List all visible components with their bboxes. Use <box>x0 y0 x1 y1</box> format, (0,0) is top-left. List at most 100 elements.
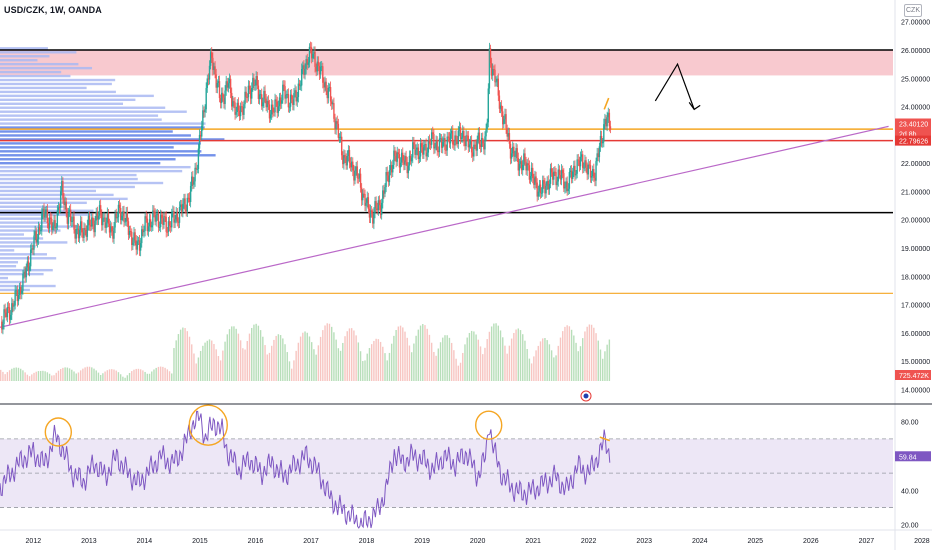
volume-profile-bar <box>0 62 79 66</box>
candle-body <box>516 148 518 159</box>
currency-badge[interactable]: CZK <box>904 4 922 17</box>
level-price-label-bg <box>895 135 931 146</box>
candle-body <box>495 81 497 83</box>
candle-body <box>596 153 598 162</box>
price-tick-label: 27.00000 <box>901 20 930 27</box>
time-tick-label: 2027 <box>859 538 875 545</box>
countdown-label-bg <box>895 128 931 139</box>
time-tick-label: 2019 <box>414 538 430 545</box>
candle-body <box>484 136 486 150</box>
candle-body <box>546 180 548 186</box>
volume-bar <box>62 367 64 381</box>
volume-bar <box>533 356 535 381</box>
volume-bar <box>231 326 233 381</box>
candle-body <box>222 92 224 98</box>
candle-body <box>196 168 198 170</box>
price-tick-label: 24.00000 <box>901 105 930 112</box>
candle-body <box>118 204 121 208</box>
candle-body <box>272 104 274 113</box>
candle-body <box>56 210 59 227</box>
candle-body <box>145 216 147 219</box>
volume-bar <box>233 326 235 381</box>
candle-body <box>123 211 125 222</box>
volume-bar <box>333 332 335 381</box>
time-tick-label: 2023 <box>636 538 652 545</box>
volume-bar <box>515 329 517 381</box>
candle-body <box>548 183 551 190</box>
candle-body <box>392 164 394 173</box>
candle-body <box>165 216 167 232</box>
candle-body <box>354 170 356 181</box>
volume-bar <box>213 343 215 381</box>
candle-body <box>440 138 443 148</box>
volume-bar <box>279 335 282 381</box>
candle-body <box>502 111 504 125</box>
price-tick-label: 17.00000 <box>901 303 930 310</box>
volume-bar <box>275 335 277 381</box>
volume-bar <box>13 367 15 381</box>
volume-bar <box>395 329 397 381</box>
candle-body <box>418 156 421 160</box>
volume-profile-bar <box>0 134 191 137</box>
candle-body <box>493 69 495 70</box>
volume-bar <box>502 337 504 381</box>
candle-body <box>554 171 556 173</box>
volume-bar <box>171 373 173 381</box>
volume-profile-bar <box>0 177 138 181</box>
candle-body <box>286 93 288 95</box>
volume-bar <box>77 372 80 381</box>
candle-body <box>425 144 427 157</box>
candle-body <box>560 169 563 180</box>
candle-body <box>340 136 343 156</box>
volume-bar <box>19 368 22 381</box>
candle-body <box>119 207 122 221</box>
volume-profile-bar <box>0 193 114 197</box>
candle-body <box>443 138 445 143</box>
volume-profile-bar <box>0 169 183 173</box>
candle-body <box>61 181 63 192</box>
candle-body <box>490 63 493 76</box>
candle-body <box>355 166 357 171</box>
volume-profile-bar <box>0 78 116 82</box>
candle-body <box>368 208 371 218</box>
volume-bar <box>366 353 368 381</box>
candle-body <box>113 227 115 239</box>
volume-bar <box>2 371 4 381</box>
volume-bar <box>495 323 497 381</box>
candle-body <box>144 216 146 231</box>
candle-body <box>399 162 402 168</box>
symbol-title[interactable]: USD/CZK, 1W, OANDA <box>4 5 102 15</box>
volume-profile-bar <box>0 138 225 141</box>
volume-bar <box>102 373 104 381</box>
candle-body <box>427 140 430 153</box>
candle-body <box>325 81 327 91</box>
candle-body <box>21 290 23 294</box>
candle-body <box>205 87 207 110</box>
volume-bar <box>248 333 251 381</box>
candle-body <box>47 222 50 229</box>
candle-body <box>565 181 567 188</box>
candle-body <box>229 78 232 93</box>
volume-bar <box>139 369 142 381</box>
candle-body <box>434 146 436 149</box>
candle-body <box>198 134 201 149</box>
divergence-line <box>603 97 610 110</box>
candle-body <box>455 135 457 141</box>
candle-body <box>67 212 70 224</box>
candle-body <box>137 240 140 242</box>
candle-body <box>82 232 84 238</box>
candle-body <box>429 143 432 145</box>
candle-body <box>386 172 388 176</box>
volume-profile-bar <box>0 154 216 157</box>
candle-body <box>446 136 448 151</box>
volume-bar <box>346 331 348 381</box>
candle-body <box>176 212 179 222</box>
candle-body <box>518 163 521 171</box>
candle-body <box>578 160 581 167</box>
candle-body <box>63 198 65 205</box>
volume-bar <box>577 351 579 381</box>
candle-body <box>584 160 586 168</box>
candle-body <box>388 170 391 183</box>
candle-body <box>303 65 305 75</box>
candle-body <box>462 130 464 138</box>
